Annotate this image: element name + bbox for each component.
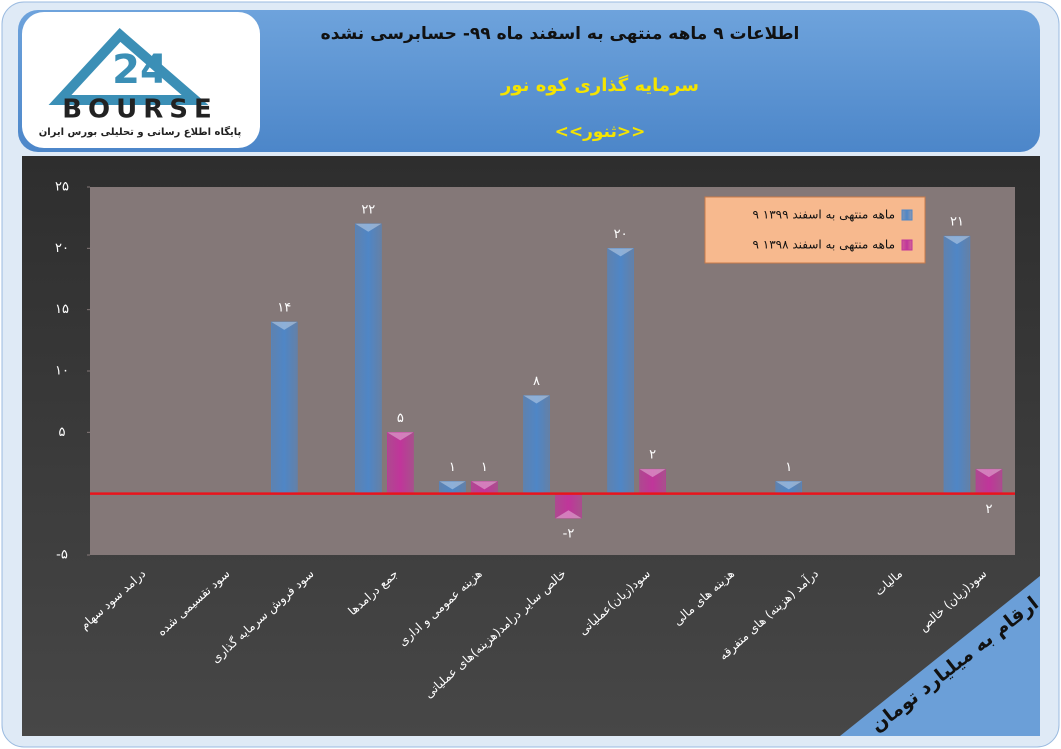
note-banner	[840, 576, 1040, 736]
bar-cap	[639, 469, 666, 478]
legend	[704, 196, 926, 264]
bar-cap	[523, 395, 550, 404]
y-tick-label: -۵	[56, 548, 68, 563]
value-label: ۲۱	[950, 215, 964, 230]
logo-number: 24	[112, 47, 168, 93]
logo-tagline: پایگاه اطلاع رسانی و تحلیلی بورس ایران	[39, 125, 242, 138]
value-label: ۱	[785, 460, 792, 475]
logo-box	[22, 12, 260, 148]
value-label: ۱	[481, 460, 488, 475]
value-label: ۵	[397, 411, 404, 426]
y-tick-label: ۵	[59, 425, 66, 440]
y-tick-label: ۲۵	[55, 180, 69, 195]
legend-label: ۹ ماهه منتهی به اسفند ۱۳۹۹	[752, 208, 895, 222]
value-label: ۱	[449, 460, 456, 475]
bar-cap	[607, 248, 634, 257]
logo-brand: BOURSE	[62, 95, 218, 125]
value-label: ۲	[649, 448, 656, 463]
value-label: ۲۰	[614, 227, 628, 242]
bar	[270, 321, 298, 494]
subtitle: سرمایه گذاری کوه نور	[500, 74, 699, 96]
bar	[555, 493, 582, 519]
bar-cap	[555, 510, 582, 519]
bar	[607, 248, 634, 494]
bar-cap	[355, 223, 382, 232]
ticker: <<ثنور>>	[555, 122, 646, 142]
bar	[975, 468, 1003, 494]
value-label: ۱۴	[277, 300, 291, 315]
legend-swatch	[901, 209, 913, 221]
bar	[943, 235, 971, 494]
bar	[523, 395, 550, 494]
bar	[387, 432, 414, 494]
value-label: ۲	[985, 502, 992, 517]
y-tick-label: ۲۰	[55, 241, 69, 256]
bar-cap	[943, 236, 970, 245]
bar-cap	[387, 432, 414, 441]
bar-cap	[775, 481, 802, 490]
legend-swatch	[901, 239, 913, 251]
bar-cap	[975, 469, 1002, 478]
bar	[639, 468, 666, 494]
legend-label: ۹ ماهه منتهی به اسفند ۱۳۹۸	[752, 238, 895, 252]
title: اطلاعات ۹ ماهه منتهی به اسفند ماه ۹۹- حس…	[321, 24, 800, 44]
header	[18, 10, 1040, 152]
bar-cap	[439, 481, 466, 490]
y-tick-label: ۱۰	[55, 364, 69, 379]
bar	[355, 223, 382, 494]
value-label: -۲	[563, 527, 575, 542]
bar-cap	[471, 481, 498, 490]
bar-cap	[271, 321, 298, 330]
value-label: ۸	[533, 374, 540, 389]
logo-shape	[48, 28, 209, 105]
y-tick-label: ۱۵	[55, 302, 69, 317]
value-label: ۲۲	[361, 202, 375, 217]
